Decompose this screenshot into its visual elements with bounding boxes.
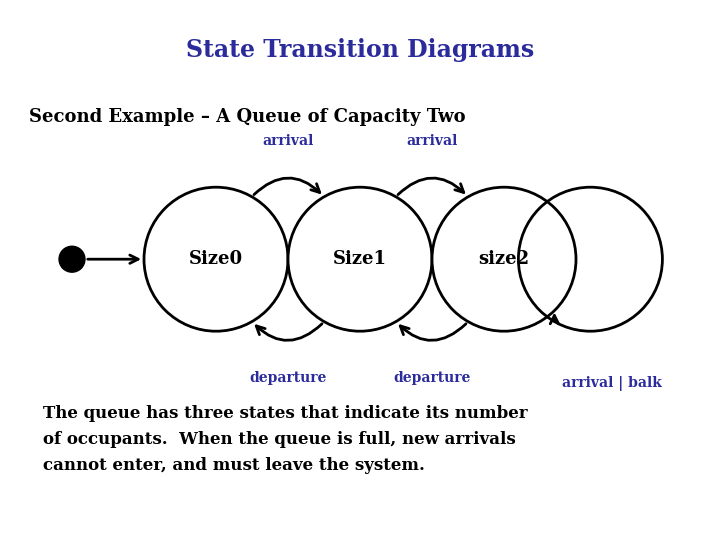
- Text: Second Example – A Queue of Capacity Two: Second Example – A Queue of Capacity Two: [29, 108, 465, 126]
- Text: departure: departure: [393, 371, 471, 385]
- Text: arrival: arrival: [262, 133, 314, 147]
- Text: The queue has three states that indicate its number
of occupants.  When the queu: The queue has three states that indicate…: [43, 405, 528, 474]
- Text: arrival | balk: arrival | balk: [562, 376, 662, 391]
- Text: Size0: Size0: [189, 250, 243, 268]
- Text: departure: departure: [249, 371, 327, 385]
- Text: size2: size2: [478, 250, 530, 268]
- Text: Size1: Size1: [333, 250, 387, 268]
- Circle shape: [59, 246, 85, 272]
- Text: State Transition Diagrams: State Transition Diagrams: [186, 38, 534, 62]
- Circle shape: [288, 187, 432, 331]
- Circle shape: [432, 187, 576, 331]
- Circle shape: [144, 187, 288, 331]
- Text: arrival: arrival: [406, 133, 458, 147]
